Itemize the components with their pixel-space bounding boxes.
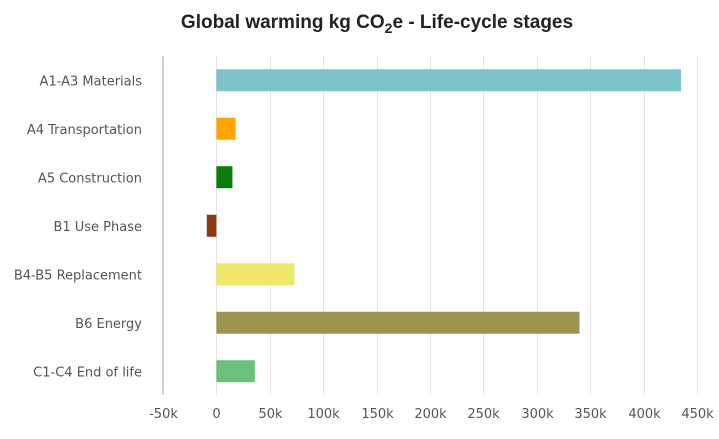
x-tick-label: 0 [212, 407, 220, 422]
bars [206, 69, 681, 383]
bar[interactable] [206, 214, 217, 237]
x-tick-label: 300k [521, 407, 554, 422]
category-label: B4-B5 Replacement [14, 268, 142, 283]
x-tick-label: 400k [628, 407, 661, 422]
chart-title-suffix: e - Life-cycle stages [392, 12, 573, 33]
x-tick-label: 100k [307, 407, 340, 422]
bar[interactable] [216, 311, 580, 334]
x-tick-label: 350k [574, 407, 607, 422]
labels: -50k 0 50k 100k 150k 200k 250k 300k 350k 400k 450k… [14, 74, 714, 422]
category-label: A1-A3 Materials [40, 74, 143, 89]
x-tick-label: 150k [361, 407, 394, 422]
x-tick-label: -50k [149, 407, 178, 422]
category-label: B6 Energy [75, 317, 142, 332]
bar[interactable] [216, 69, 681, 92]
category-label: C1-C4 End of life [33, 365, 142, 380]
chart-title: Global warming kg CO2e - Life-cycle stag… [181, 12, 573, 36]
bar[interactable] [216, 166, 233, 189]
x-tick-label: 250k [467, 407, 500, 422]
x-tick-label: 450k [681, 407, 714, 422]
x-tick-label: 50k [258, 407, 283, 422]
x-tick-label: 200k [414, 407, 447, 422]
bar[interactable] [216, 360, 255, 383]
gridlines [216, 56, 698, 395]
chart-title-subscript: 2 [385, 20, 393, 36]
category-label: A5 Construction [38, 171, 142, 186]
bar[interactable] [216, 117, 236, 140]
category-label: B1 Use Phase [53, 220, 142, 235]
bar[interactable] [216, 263, 295, 286]
chart-title-prefix: Global warming kg CO [181, 12, 385, 33]
category-label: A4 Transportation [27, 123, 142, 138]
